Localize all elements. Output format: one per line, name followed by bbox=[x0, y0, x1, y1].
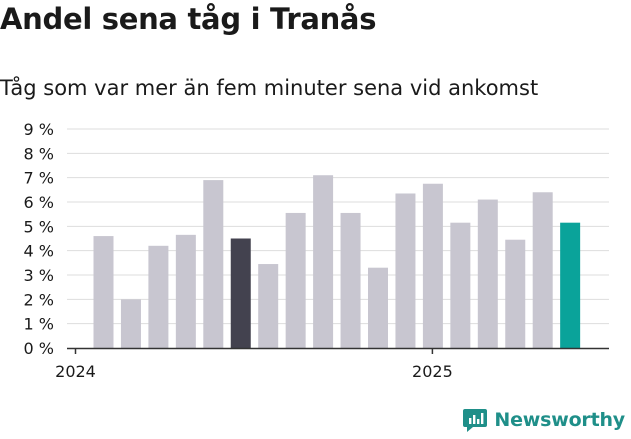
bar bbox=[175, 234, 196, 348]
bar bbox=[93, 236, 114, 348]
y-tick-label: 8 % bbox=[24, 144, 54, 163]
y-tick-label: 0 % bbox=[24, 339, 54, 358]
bar bbox=[505, 239, 526, 348]
bar bbox=[120, 299, 141, 348]
y-tick-label: 4 % bbox=[24, 242, 54, 261]
bar bbox=[477, 199, 498, 348]
y-tick-label: 2 % bbox=[24, 290, 54, 309]
brand-name: Newsworthy bbox=[494, 409, 625, 431]
bar bbox=[313, 175, 334, 348]
bar bbox=[258, 264, 279, 348]
newsworthy-brand: Newsworthy bbox=[463, 407, 625, 433]
chart-title: Andel sena tåg i Tranås bbox=[0, 2, 377, 36]
y-tick-label: 7 % bbox=[24, 169, 54, 188]
bar bbox=[285, 212, 306, 348]
x-tick-label: 2025 bbox=[412, 362, 453, 381]
x-tick-label: 2024 bbox=[55, 362, 96, 381]
chart-subtitle: Tåg som var mer än fem minuter sena vid … bbox=[0, 76, 539, 100]
y-tick-label: 3 % bbox=[24, 266, 54, 285]
bar bbox=[203, 180, 224, 348]
bar bbox=[230, 238, 251, 348]
bar bbox=[450, 222, 471, 348]
y-tick-label: 9 % bbox=[24, 120, 54, 139]
bar bbox=[395, 193, 416, 348]
y-tick-label: 5 % bbox=[24, 217, 54, 236]
bar bbox=[532, 192, 553, 348]
bar bbox=[560, 222, 581, 348]
bar bbox=[340, 212, 361, 348]
y-tick-label: 6 % bbox=[24, 193, 54, 212]
bar bbox=[368, 267, 388, 348]
bar bbox=[148, 245, 169, 348]
y-tick-label: 1 % bbox=[24, 315, 54, 334]
newsworthy-logo-icon bbox=[463, 409, 488, 432]
bar bbox=[422, 183, 443, 348]
